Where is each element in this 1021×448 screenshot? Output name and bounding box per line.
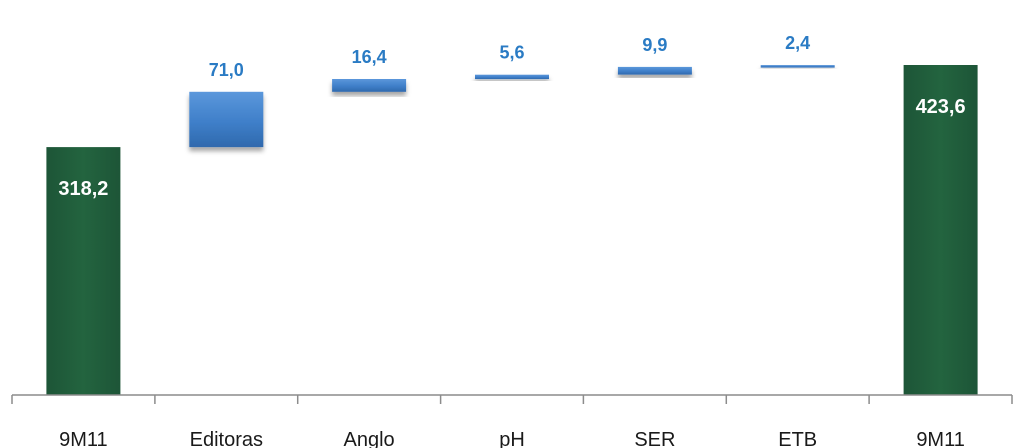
delta-bar-2	[332, 79, 407, 92]
total-bar-0	[46, 147, 121, 395]
value-label-0: 318,2	[58, 178, 108, 200]
category-label-6: 9M11	[916, 429, 965, 448]
category-labels-group: 9M11 Editoras Anglo pH SER ETB 9M11	[59, 429, 965, 448]
value-label-6: 423,6	[916, 96, 966, 118]
category-label-4: SER	[634, 429, 675, 448]
value-label-2: 16,4	[352, 47, 387, 67]
category-label-5: ETB	[778, 429, 817, 448]
value-labels-group: 318,2 71,0 16,4 5,6 9,9 2,4 423,6	[58, 33, 965, 200]
value-label-4: 9,9	[642, 35, 667, 55]
category-label-1: Editoras	[190, 429, 263, 448]
category-label-2: Anglo	[344, 429, 395, 448]
bars-group	[46, 65, 978, 395]
delta-bar-3	[475, 74, 549, 80]
value-label-1: 71,0	[209, 60, 244, 80]
value-label-5: 2,4	[785, 33, 810, 53]
x-axis	[11, 394, 1013, 404]
delta-bar-4	[617, 66, 692, 75]
delta-bar-1	[189, 91, 264, 148]
delta-bar-5	[760, 65, 835, 68]
category-label-3: pH	[499, 429, 525, 448]
total-bar-6	[903, 65, 978, 395]
value-label-3: 5,6	[499, 43, 524, 63]
category-label-0: 9M11	[59, 429, 108, 448]
